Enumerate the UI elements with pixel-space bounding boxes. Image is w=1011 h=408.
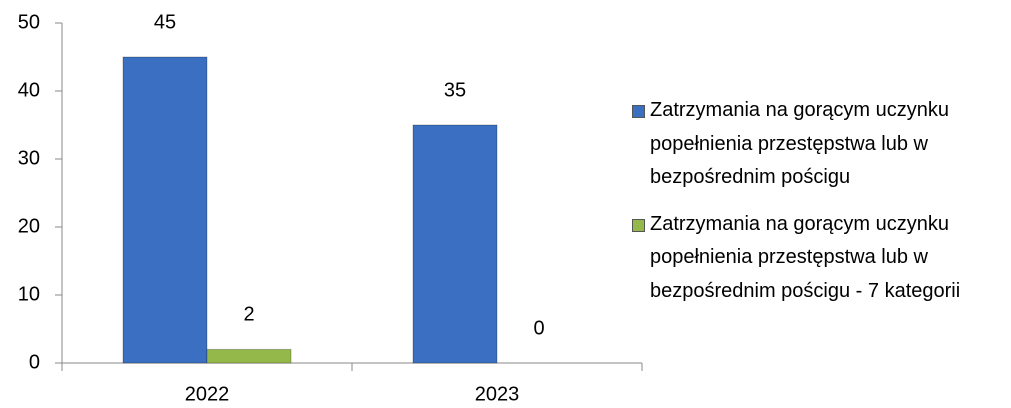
- y-tick-label: 40: [18, 79, 40, 101]
- legend-swatch: [632, 105, 645, 118]
- y-tick-label: 30: [18, 147, 40, 169]
- bar: [122, 56, 208, 364]
- y-tick-label: 0: [29, 351, 40, 373]
- legend: Zatrzymania na gorącym uczynku popełnien…: [632, 94, 1002, 321]
- y-tick-label: 10: [18, 283, 40, 305]
- data-label: 45: [154, 11, 176, 33]
- legend-item: Zatrzymania na gorącym uczynku popełnien…: [632, 208, 1002, 309]
- legend-label: Zatrzymania na gorącym uczynku popełnien…: [650, 212, 961, 302]
- x-tick-label: 2022: [185, 383, 230, 405]
- data-label: 0: [533, 317, 544, 339]
- bar: [412, 124, 498, 364]
- x-tick-label: 2023: [475, 383, 520, 405]
- bar: [206, 348, 292, 364]
- y-tick-label: 20: [18, 215, 40, 237]
- legend-item: Zatrzymania na gorącym uczynku popełnien…: [632, 94, 1002, 195]
- data-label: 35: [444, 79, 466, 101]
- legend-label: Zatrzymania na gorącym uczynku popełnien…: [650, 99, 950, 188]
- legend-swatch: [632, 218, 645, 232]
- y-tick-label: 50: [18, 11, 40, 33]
- data-label: 2: [243, 304, 254, 326]
